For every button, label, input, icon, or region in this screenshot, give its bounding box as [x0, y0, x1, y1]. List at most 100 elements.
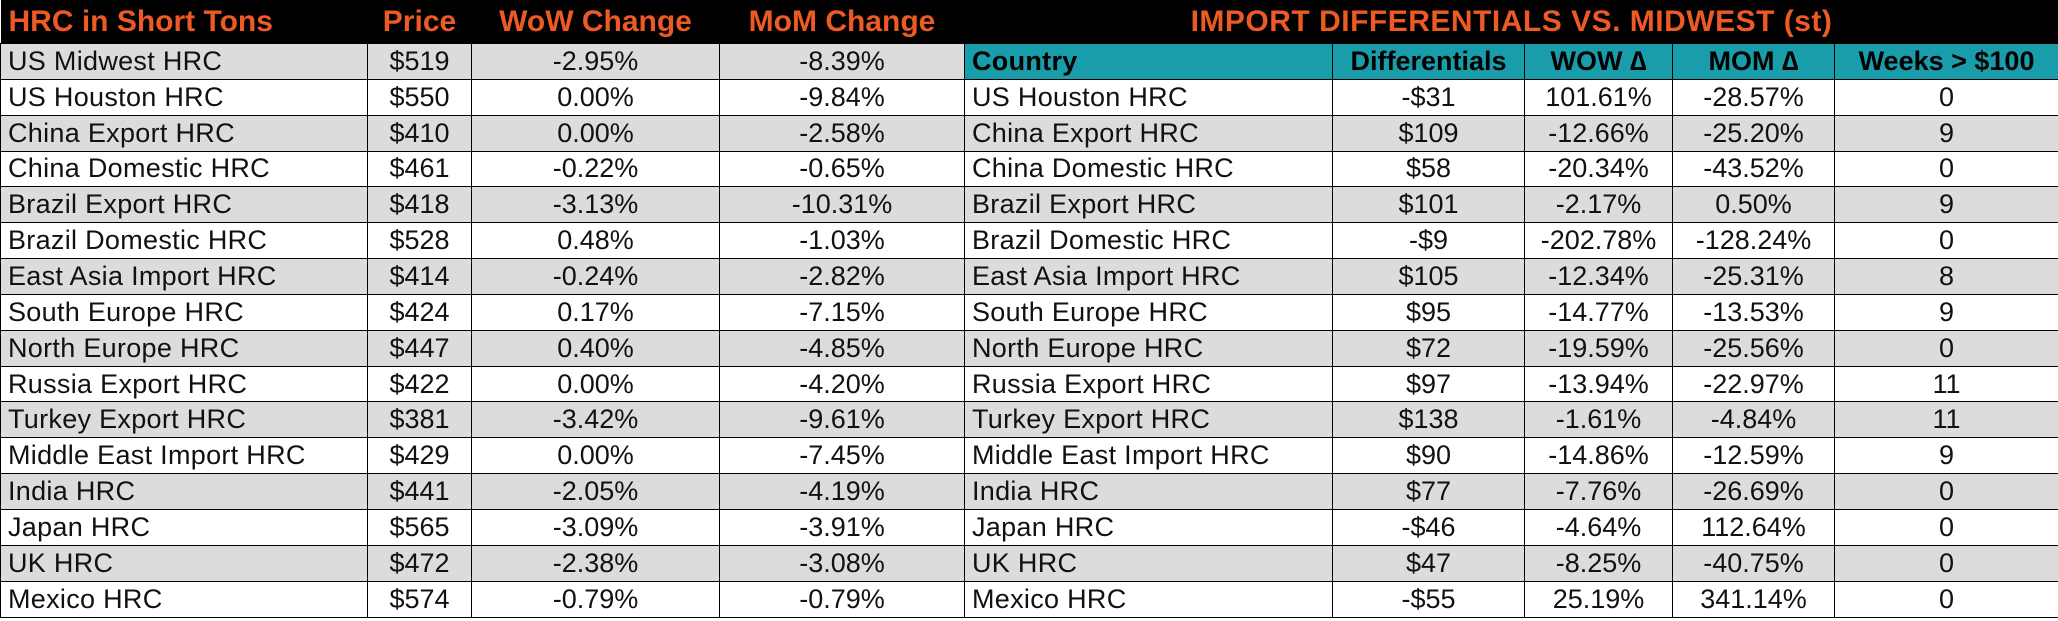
wow-change-cell: 0.00%	[471, 114, 720, 152]
mom-delta-cell: -4.84%	[1672, 401, 1835, 439]
region-name-cell: Brazil Domestic HRC	[0, 222, 368, 260]
country-cell: Japan HRC	[964, 508, 1333, 546]
mom-delta-cell: 0.50%	[1672, 186, 1835, 224]
import-differentials-title: IMPORT DIFFERENTIALS VS. MIDWEST (st)	[964, 0, 2058, 44]
table-row: Brazil Domestic HRC $528 0.48% -1.03%	[0, 222, 965, 260]
differential-cell: $138	[1332, 401, 1525, 439]
region-name-cell: North Europe HRC	[0, 329, 368, 367]
mom-delta-cell: -22.97%	[1672, 365, 1835, 403]
country-cell: UK HRC	[964, 544, 1333, 582]
mom-delta-cell: -12.59%	[1672, 437, 1835, 475]
table-row: North Europe HRC $72 -19.59% -25.56% 0	[964, 329, 2058, 367]
region-name-cell: Turkey Export HRC	[0, 401, 368, 439]
price-cell: $424	[367, 293, 472, 331]
wow-delta-cell: -12.34%	[1524, 258, 1673, 295]
import-differentials-title-row: IMPORT DIFFERENTIALS VS. MIDWEST (st)	[964, 0, 2058, 44]
weeks-over-100-cell: 9	[1833, 114, 2058, 152]
region-name-cell: Middle East Import HRC	[0, 437, 368, 475]
hrc-price-panel: HRC in Short Tons Price WoW Change MoM C…	[0, 0, 965, 618]
weeks-over-100-cell: 11	[1833, 401, 2058, 439]
region-name-cell: South Europe HRC	[0, 293, 368, 331]
region-name-cell: US Midwest HRC	[0, 43, 368, 80]
mom-change-cell: -7.45%	[719, 437, 965, 475]
table-row: Brazil Export HRC $418 -3.13% -10.31%	[0, 186, 965, 224]
weeks-over-100-cell: 0	[1833, 508, 2058, 546]
table-row: Russia Export HRC $422 0.00% -4.20%	[0, 365, 965, 403]
wow-change-cell: 0.40%	[471, 329, 720, 367]
wow-delta-cell: 101.61%	[1524, 78, 1673, 116]
price-cell: $472	[367, 544, 472, 582]
weeks-over-100-cell: 0	[1833, 222, 2058, 260]
wow-change-cell: -2.95%	[471, 43, 720, 80]
mom-change-cell: -4.19%	[719, 473, 965, 510]
wow-delta-cell: -7.76%	[1524, 473, 1673, 510]
table-row: UK HRC $47 -8.25% -40.75% 0	[964, 544, 2058, 582]
mom-change-cell: -1.03%	[719, 222, 965, 260]
header-country: Country	[964, 43, 1333, 80]
country-cell: North Europe HRC	[964, 329, 1333, 367]
differential-cell: -$55	[1332, 580, 1525, 618]
region-name-cell: Japan HRC	[0, 508, 368, 546]
mom-change-cell: -0.79%	[719, 580, 965, 618]
mom-delta-cell: 341.14%	[1672, 580, 1835, 618]
wow-change-cell: 0.48%	[471, 222, 720, 260]
header-wow-change: WoW Change	[471, 0, 720, 44]
wow-change-cell: -0.24%	[471, 258, 720, 295]
table-row: US Houston HRC $550 0.00% -9.84%	[0, 78, 965, 116]
wow-delta-cell: -2.17%	[1524, 186, 1673, 224]
differential-cell: $109	[1332, 114, 1525, 152]
table-row: South Europe HRC $424 0.17% -7.15%	[0, 293, 965, 331]
wow-delta-cell: -13.94%	[1524, 365, 1673, 403]
differential-cell: $58	[1332, 150, 1525, 188]
mom-delta-cell: -40.75%	[1672, 544, 1835, 582]
table-row: Brazil Domestic HRC -$9 -202.78% -128.24% 0	[964, 222, 2058, 260]
table-row: Turkey Export HRC $138 -1.61% -4.84% 11	[964, 401, 2058, 439]
region-name-cell: Mexico HRC	[0, 580, 368, 618]
mom-change-cell: -4.20%	[719, 365, 965, 403]
table-row: South Europe HRC $95 -14.77% -13.53% 9	[964, 293, 2058, 331]
table-row: India HRC $77 -7.76% -26.69% 0	[964, 473, 2058, 510]
import-differentials-header-row: Country Differentials WOW ∆ MOM ∆ Weeks …	[964, 43, 2058, 80]
weeks-over-100-cell: 0	[1833, 78, 2058, 116]
weeks-over-100-cell: 0	[1833, 580, 2058, 618]
price-cell: $565	[367, 508, 472, 546]
region-name-cell: China Domestic HRC	[0, 150, 368, 188]
wow-delta-cell: -202.78%	[1524, 222, 1673, 260]
price-cell: $410	[367, 114, 472, 152]
wow-delta-cell: -1.61%	[1524, 401, 1673, 439]
mom-delta-cell: -13.53%	[1672, 293, 1835, 331]
country-cell: Brazil Domestic HRC	[964, 222, 1333, 260]
import-differentials-table: IMPORT DIFFERENTIALS VS. MIDWEST (st) Co…	[964, 0, 2058, 618]
hrc-price-header-row: HRC in Short Tons Price WoW Change MoM C…	[0, 0, 965, 44]
wow-delta-cell: -4.64%	[1524, 508, 1673, 546]
weeks-over-100-cell: 9	[1833, 437, 2058, 475]
header-wow-delta: WOW ∆	[1524, 43, 1673, 80]
weeks-over-100-cell: 0	[1833, 150, 2058, 188]
price-cell: $550	[367, 78, 472, 116]
differential-cell: $90	[1332, 437, 1525, 475]
header-differentials: Differentials	[1332, 43, 1525, 80]
price-cell: $441	[367, 473, 472, 510]
wow-delta-cell: -8.25%	[1524, 544, 1673, 582]
differential-cell: $105	[1332, 258, 1525, 295]
weeks-over-100-cell: 0	[1833, 544, 2058, 582]
mom-change-cell: -7.15%	[719, 293, 965, 331]
country-cell: Brazil Export HRC	[964, 186, 1333, 224]
country-cell: Russia Export HRC	[964, 365, 1333, 403]
wow-change-cell: -0.22%	[471, 150, 720, 188]
mom-delta-cell: -25.20%	[1672, 114, 1835, 152]
mom-change-cell: -2.82%	[719, 258, 965, 295]
mom-change-cell: -10.31%	[719, 186, 965, 224]
table-row: US Midwest HRC $519 -2.95% -8.39%	[0, 43, 965, 80]
differential-cell: -$9	[1332, 222, 1525, 260]
table-row: Brazil Export HRC $101 -2.17% 0.50% 9	[964, 186, 2058, 224]
table-row: East Asia Import HRC $414 -0.24% -2.82%	[0, 258, 965, 295]
differential-cell: -$46	[1332, 508, 1525, 546]
table-row: UK HRC $472 -2.38% -3.08%	[0, 544, 965, 582]
table-row: China Domestic HRC $58 -20.34% -43.52% 0	[964, 150, 2058, 188]
differential-cell: $101	[1332, 186, 1525, 224]
mom-change-cell: -3.91%	[719, 508, 965, 546]
country-cell: South Europe HRC	[964, 293, 1333, 331]
weeks-over-100-cell: 11	[1833, 365, 2058, 403]
region-name-cell: UK HRC	[0, 544, 368, 582]
